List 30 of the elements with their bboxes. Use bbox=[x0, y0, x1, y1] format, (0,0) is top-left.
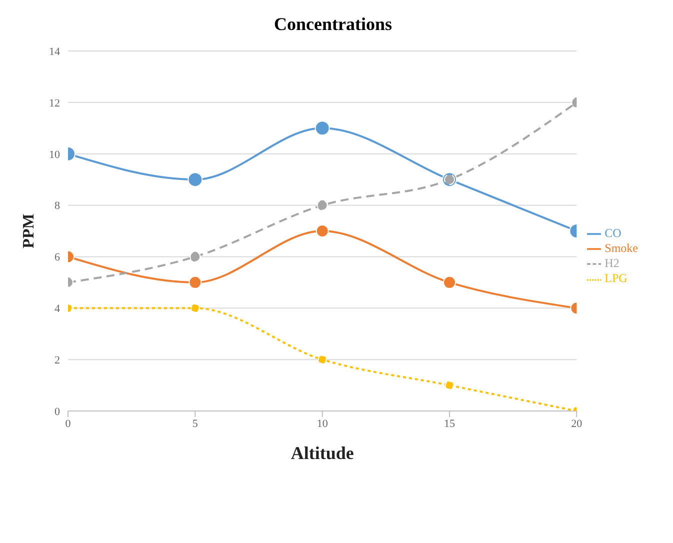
point bbox=[316, 200, 328, 211]
legend-label: LPG bbox=[604, 271, 628, 286]
y-tick-label: 4 bbox=[54, 303, 60, 316]
y-axis-title: PPM bbox=[20, 214, 38, 248]
point bbox=[190, 251, 201, 262]
point bbox=[188, 276, 202, 289]
y-tick-label: 10 bbox=[49, 148, 60, 161]
chart-title: Concentrations bbox=[273, 14, 393, 35]
x-tick-label: 10 bbox=[316, 418, 328, 430]
legend-label: CO bbox=[604, 226, 622, 240]
point bbox=[314, 120, 330, 136]
point bbox=[444, 380, 454, 390]
x-tick-label: 20 bbox=[571, 418, 583, 430]
point bbox=[188, 172, 203, 188]
x-tick-label: 5 bbox=[192, 418, 198, 430]
point bbox=[318, 355, 327, 364]
y-tick-label: 6 bbox=[54, 252, 60, 264]
x-axis-title: Altitude bbox=[290, 443, 354, 463]
y-tick-label: 8 bbox=[54, 200, 60, 212]
legend-label: H2 bbox=[604, 256, 620, 270]
y-tick-label: 2 bbox=[54, 354, 60, 366]
point bbox=[316, 224, 329, 238]
legend-label: Smoke bbox=[604, 240, 638, 255]
y-tick-label: 0 bbox=[54, 406, 60, 418]
x-tick-label: 0 bbox=[65, 418, 72, 430]
y-tick-label: 12 bbox=[49, 97, 60, 110]
y-tick-label: 14 bbox=[49, 46, 60, 58]
x-tick-label: 15 bbox=[444, 418, 456, 430]
point bbox=[190, 304, 200, 313]
point bbox=[442, 276, 456, 289]
